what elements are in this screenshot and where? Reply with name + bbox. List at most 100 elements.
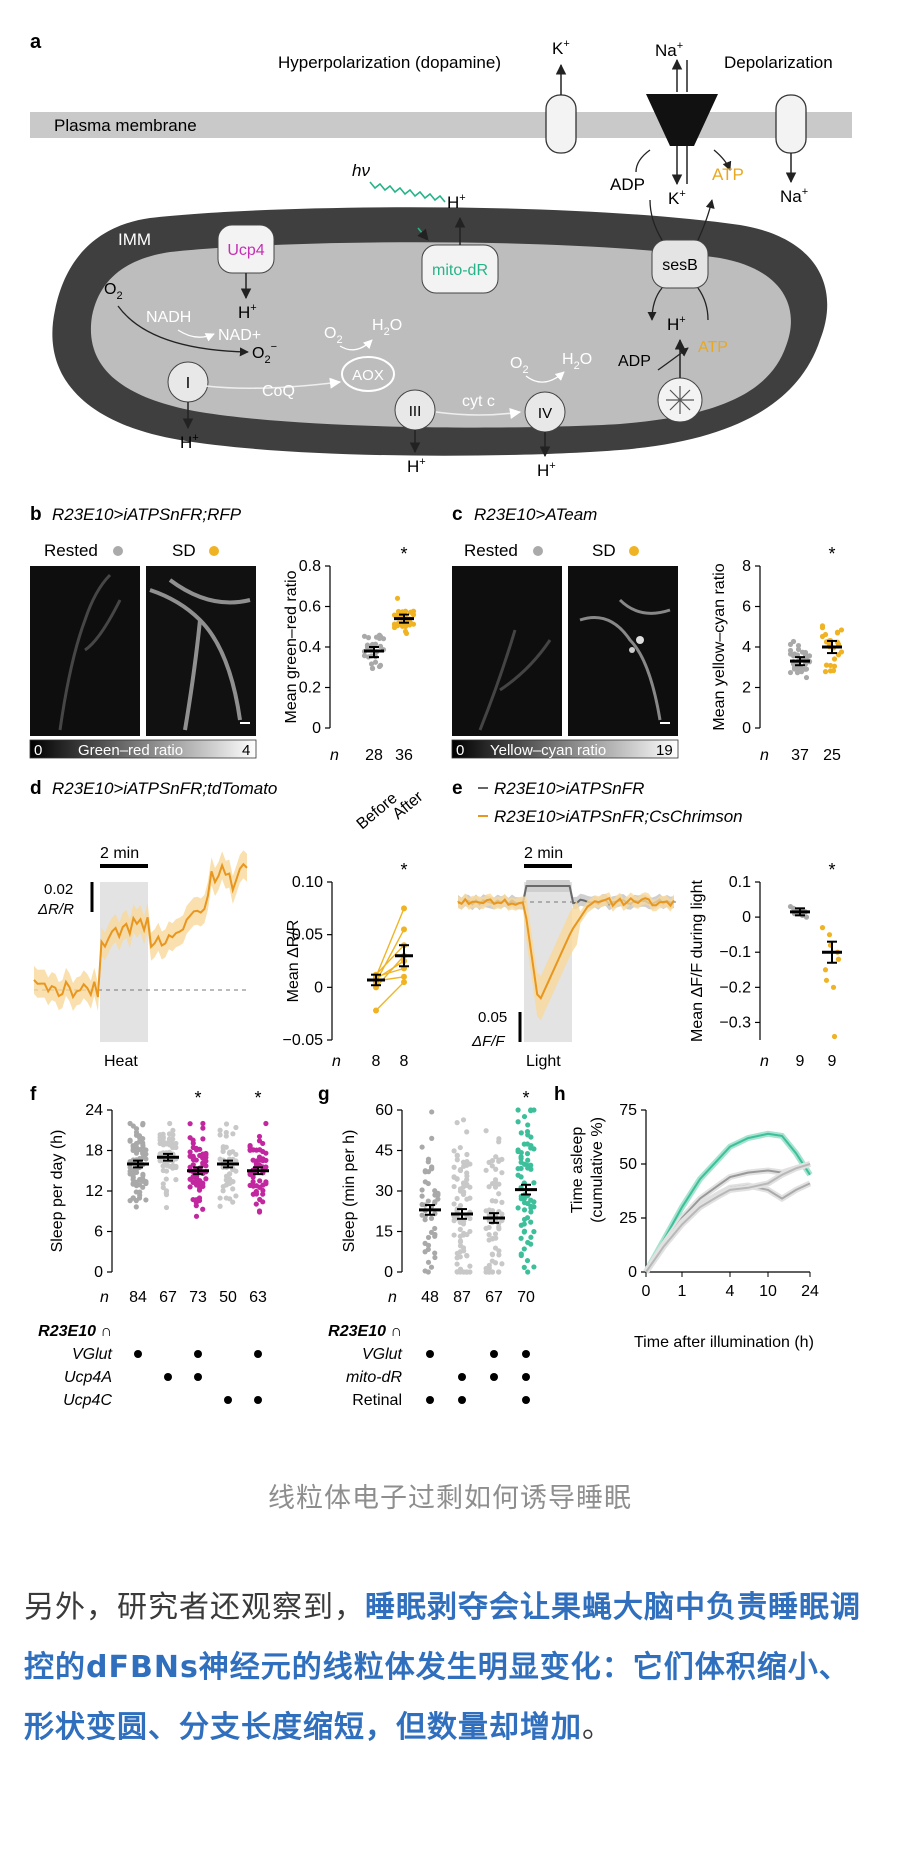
data-point xyxy=(806,653,813,659)
data-point xyxy=(217,1127,223,1133)
data-point xyxy=(486,1269,492,1275)
n-value: 73 xyxy=(189,1289,207,1306)
na-channel xyxy=(775,94,807,154)
data-point xyxy=(489,1252,496,1258)
data-point xyxy=(401,926,407,933)
figure-caption: 线粒体电子过剩如何诱导睡眠 xyxy=(268,1483,632,1514)
data-point xyxy=(528,1234,534,1240)
panel-c: c R23E10>ATeam Rested SD 0 Yellow–cyan r… xyxy=(451,504,845,764)
data-point xyxy=(489,1158,496,1164)
article-end: 。 xyxy=(582,1710,613,1745)
data-point xyxy=(257,1147,263,1153)
data-point xyxy=(518,1155,524,1161)
e-scale-value: 0.05 xyxy=(478,1009,507,1026)
data-point xyxy=(365,654,372,660)
data-point xyxy=(823,977,830,983)
data-point xyxy=(130,1172,136,1179)
data-point xyxy=(190,1137,196,1143)
y-tick-label: 0.05 xyxy=(292,927,323,944)
panel-h-label: h xyxy=(554,1084,566,1105)
depolarization-label: Depolarization xyxy=(724,53,833,72)
data-point xyxy=(226,1176,233,1182)
data-point xyxy=(425,1259,432,1265)
data-point xyxy=(451,1201,457,1207)
data-point xyxy=(157,1132,163,1138)
y-tick-label: 0 xyxy=(312,720,321,737)
data-point xyxy=(830,984,837,990)
n-value: 36 xyxy=(395,747,413,764)
significance-star: * xyxy=(194,1088,201,1108)
y-tick-label: 6 xyxy=(94,1224,103,1241)
data-point xyxy=(525,1157,531,1163)
genotype-dot xyxy=(522,1396,530,1404)
data-point xyxy=(492,1184,499,1190)
data-point xyxy=(203,1176,209,1182)
aox-oxidase xyxy=(341,356,395,392)
x-tick-label: 0 xyxy=(642,1283,651,1300)
n-value: 87 xyxy=(453,1289,471,1306)
data-point xyxy=(493,1166,499,1172)
data-point xyxy=(460,1191,467,1197)
n-value: 50 xyxy=(219,1289,237,1306)
light-wave-icon xyxy=(369,181,446,203)
x-tick-label: 10 xyxy=(759,1283,777,1300)
data-point xyxy=(499,1261,505,1267)
data-point xyxy=(451,1183,457,1190)
data-point xyxy=(200,1136,206,1142)
data-point xyxy=(483,1167,489,1173)
plot-f: 24 18 12 6 0 Sleep per day (h) * * n 84 67 73 50 63 R2… xyxy=(38,1088,269,1409)
turbine-icon xyxy=(666,386,694,414)
series-line-grey3 xyxy=(645,1163,811,1273)
e-stim-label: Light xyxy=(526,1053,561,1070)
complex-iv-h-label: H+ xyxy=(537,460,556,480)
y-axis-label: Sleep (min per h) xyxy=(341,1130,358,1253)
data-point xyxy=(250,1183,256,1189)
data-point xyxy=(372,659,379,665)
data-point xyxy=(454,1195,460,1202)
data-point xyxy=(457,1249,463,1255)
data-point xyxy=(200,1125,206,1131)
y-tick-label: −0.2 xyxy=(719,979,751,996)
data-point xyxy=(253,1191,260,1197)
data-point xyxy=(223,1121,230,1127)
data-point xyxy=(429,1135,435,1141)
data-point xyxy=(187,1121,193,1127)
data-point xyxy=(515,1205,521,1211)
data-point xyxy=(260,1199,266,1205)
data-point xyxy=(256,1209,263,1215)
data-point xyxy=(127,1137,133,1143)
data-point xyxy=(133,1204,139,1210)
data-point xyxy=(822,631,829,638)
data-point xyxy=(163,1140,169,1146)
data-point xyxy=(493,1154,499,1160)
data-point xyxy=(528,1219,534,1225)
data-point xyxy=(499,1199,505,1205)
data-point xyxy=(467,1184,473,1190)
genotype-dot xyxy=(426,1350,434,1358)
data-point xyxy=(193,1147,200,1153)
data-point xyxy=(133,1129,140,1135)
data-point xyxy=(401,979,407,986)
y-tick-label: 50 xyxy=(619,1156,637,1173)
data-point xyxy=(451,1164,457,1170)
d-heat-window xyxy=(100,882,148,1042)
data-point xyxy=(419,1187,425,1193)
data-point xyxy=(461,1218,467,1224)
data-point xyxy=(193,1197,199,1203)
d-stim-label: Heat xyxy=(104,1053,138,1070)
data-point xyxy=(834,629,841,635)
data-point xyxy=(200,1206,206,1212)
data-point xyxy=(422,1169,428,1175)
data-point xyxy=(803,674,810,681)
data-point xyxy=(467,1263,473,1269)
data-point xyxy=(794,670,801,676)
significance-star: * xyxy=(828,860,835,880)
data-point xyxy=(233,1124,239,1131)
synthase-h-label: H+ xyxy=(667,314,686,334)
y-axis-label: Mean ΔR/R xyxy=(285,920,302,1003)
data-point xyxy=(521,1113,528,1120)
hv-label: hν xyxy=(352,161,370,180)
panel-c-label: c xyxy=(452,504,463,525)
sesb-transporter xyxy=(651,239,709,289)
data-point xyxy=(435,1196,441,1202)
